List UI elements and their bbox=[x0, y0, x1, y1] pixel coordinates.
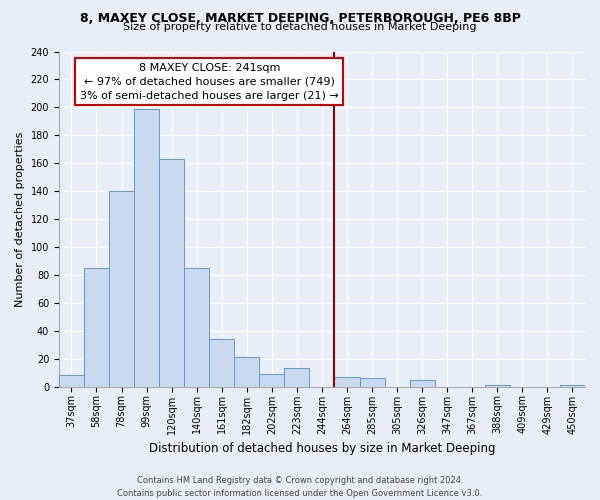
Bar bbox=[410, 380, 434, 386]
Bar bbox=[184, 268, 209, 386]
Bar bbox=[284, 368, 310, 386]
Text: Size of property relative to detached houses in Market Deeping: Size of property relative to detached ho… bbox=[123, 22, 477, 32]
Bar bbox=[84, 268, 109, 386]
Bar bbox=[234, 358, 259, 386]
Bar bbox=[109, 191, 134, 386]
Y-axis label: Number of detached properties: Number of detached properties bbox=[15, 132, 25, 307]
Bar bbox=[359, 378, 385, 386]
Text: 8, MAXEY CLOSE, MARKET DEEPING, PETERBOROUGH, PE6 8BP: 8, MAXEY CLOSE, MARKET DEEPING, PETERBOR… bbox=[80, 12, 520, 26]
Bar bbox=[59, 376, 84, 386]
Bar bbox=[259, 374, 284, 386]
X-axis label: Distribution of detached houses by size in Market Deeping: Distribution of detached houses by size … bbox=[149, 442, 495, 455]
Text: 8 MAXEY CLOSE: 241sqm
← 97% of detached houses are smaller (749)
3% of semi-deta: 8 MAXEY CLOSE: 241sqm ← 97% of detached … bbox=[80, 62, 338, 100]
Bar bbox=[209, 339, 234, 386]
Bar bbox=[334, 377, 359, 386]
Bar bbox=[159, 159, 184, 386]
Bar bbox=[134, 109, 159, 386]
Text: Contains HM Land Registry data © Crown copyright and database right 2024.
Contai: Contains HM Land Registry data © Crown c… bbox=[118, 476, 482, 498]
